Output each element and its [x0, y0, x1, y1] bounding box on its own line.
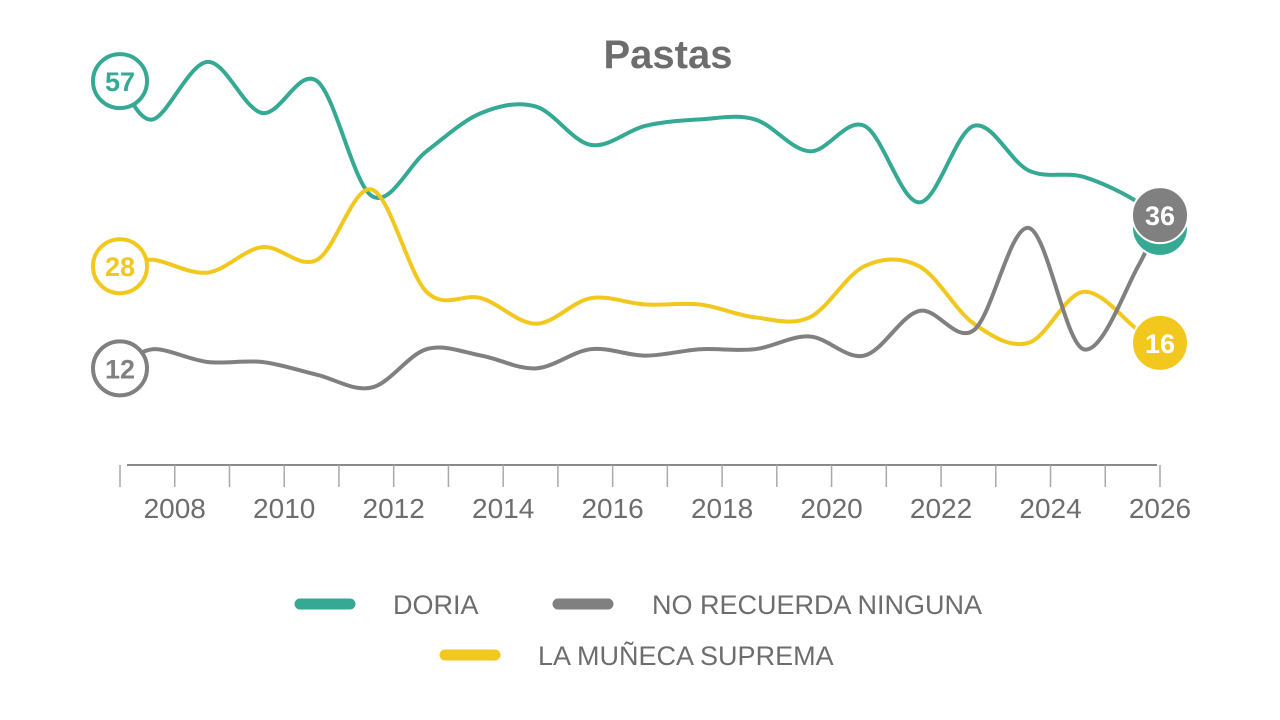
- series-line-doria: [118, 59, 1162, 230]
- x-tick-label: 2012: [363, 493, 425, 524]
- x-tick-label: 2020: [800, 493, 862, 524]
- legend-label: LA MUÑECA SUPREMA: [538, 640, 834, 671]
- series-lines: [118, 59, 1162, 391]
- x-tick-label: 2010: [253, 493, 315, 524]
- start-marker: [91, 339, 149, 398]
- x-tick-label: 2018: [691, 493, 753, 524]
- legend-label: DORIA: [393, 590, 479, 620]
- end-value-label: 16: [1145, 329, 1175, 359]
- chart-title: Pastas: [604, 33, 733, 77]
- start-value-label: 28: [105, 252, 135, 282]
- x-tick-label: 2014: [472, 493, 534, 524]
- start-marker: [91, 52, 149, 111]
- legend: DORIA NO RECUERDA NINGUNA LA MUÑECA SUPREM…: [294, 590, 982, 671]
- series-line-no-recuerda-ninguna: [118, 213, 1162, 391]
- end-marker: [1131, 186, 1189, 245]
- legend-label: NO RECUERDA NINGUNA: [652, 590, 982, 620]
- start-value-label: 57: [105, 67, 135, 97]
- end-marker: [1131, 313, 1189, 372]
- series-endpoint-labels: 572812163436: [91, 52, 1189, 398]
- end-value-label: 36: [1145, 201, 1175, 231]
- x-tick-label: 2022: [910, 493, 972, 524]
- x-tick-label: 2024: [1019, 493, 1081, 524]
- x-tick-label: 2016: [581, 493, 643, 524]
- series-line-la-muneca-suprema: [118, 187, 1162, 347]
- x-tick-label: 2008: [144, 493, 206, 524]
- x-axis: 2008 2010 2012 2014 2016 2018 2020 2022 2024 2026: [119, 464, 1191, 524]
- start-value-label: 12: [105, 354, 135, 384]
- x-tick-label: 2026: [1129, 493, 1191, 524]
- start-marker: [91, 237, 149, 296]
